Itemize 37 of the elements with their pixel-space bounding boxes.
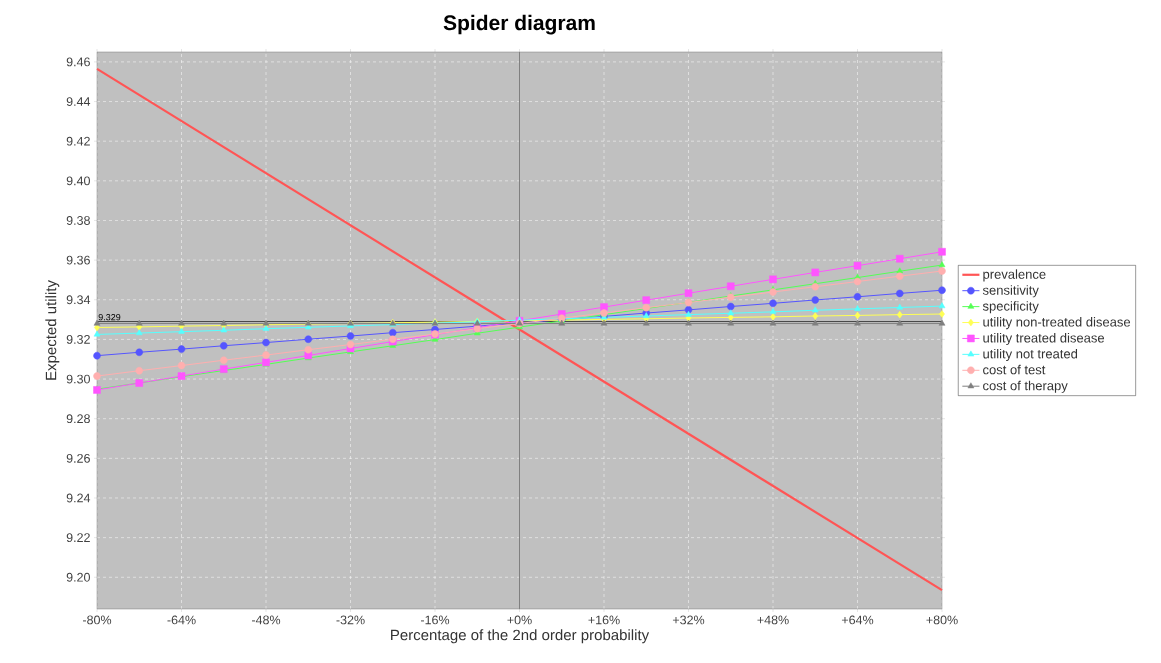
x-tick-label: +16% <box>588 615 620 625</box>
y-tick-label: 9.28 <box>66 414 90 424</box>
legend-label: utility non-treated disease <box>983 317 1131 330</box>
y-tick-label: 9.22 <box>66 533 90 543</box>
y-tick-label: 9.44 <box>66 97 91 106</box>
x-tick-label: +32% <box>672 615 705 625</box>
y-tick-label: 9.26 <box>66 453 90 463</box>
y-tick-label: 9.30 <box>66 374 90 384</box>
y-tick-label: 9.32 <box>66 334 90 344</box>
x-tick-label: +0% <box>507 615 532 625</box>
y-axis-title: Expected utility <box>45 280 60 380</box>
x-tick-label: +64% <box>841 615 874 625</box>
legend-label: cost of test <box>983 364 1046 375</box>
x-tick-label: +48% <box>757 615 789 625</box>
x-tick-label: -80% <box>82 615 112 625</box>
y-tick-label: 9.24 <box>66 493 91 503</box>
x-tick-label: -32% <box>336 615 365 625</box>
y-tick-label: 9.38 <box>66 216 90 225</box>
legend-label: sensitivity <box>982 285 1039 298</box>
x-tick-label: +80% <box>926 615 958 625</box>
chart-title: Spider diagram <box>443 14 595 35</box>
y-tick-label: 9.46 <box>66 57 90 67</box>
legend-label: utility not treated <box>983 348 1078 362</box>
y-tick-label: 9.34 <box>66 295 91 305</box>
x-tick-label: -64% <box>167 615 196 625</box>
ref-line-label: 9.329 <box>98 313 121 321</box>
legend-label: cost of therapy <box>983 380 1068 393</box>
legend-label: specificity <box>982 301 1039 314</box>
x-axis-title: Percentage of the 2nd order probability <box>391 629 650 644</box>
legend-label: prevalence <box>983 269 1046 282</box>
x-tick-label: -16% <box>420 615 450 625</box>
y-tick-label: 9.36 <box>66 255 90 265</box>
y-tick-label: 9.20 <box>66 572 90 582</box>
legend-label: utility treated disease <box>983 332 1105 346</box>
y-tick-label: 9.42 <box>66 136 90 146</box>
x-tick-label: -48% <box>251 615 281 625</box>
y-tick-label: 9.40 <box>66 176 90 186</box>
